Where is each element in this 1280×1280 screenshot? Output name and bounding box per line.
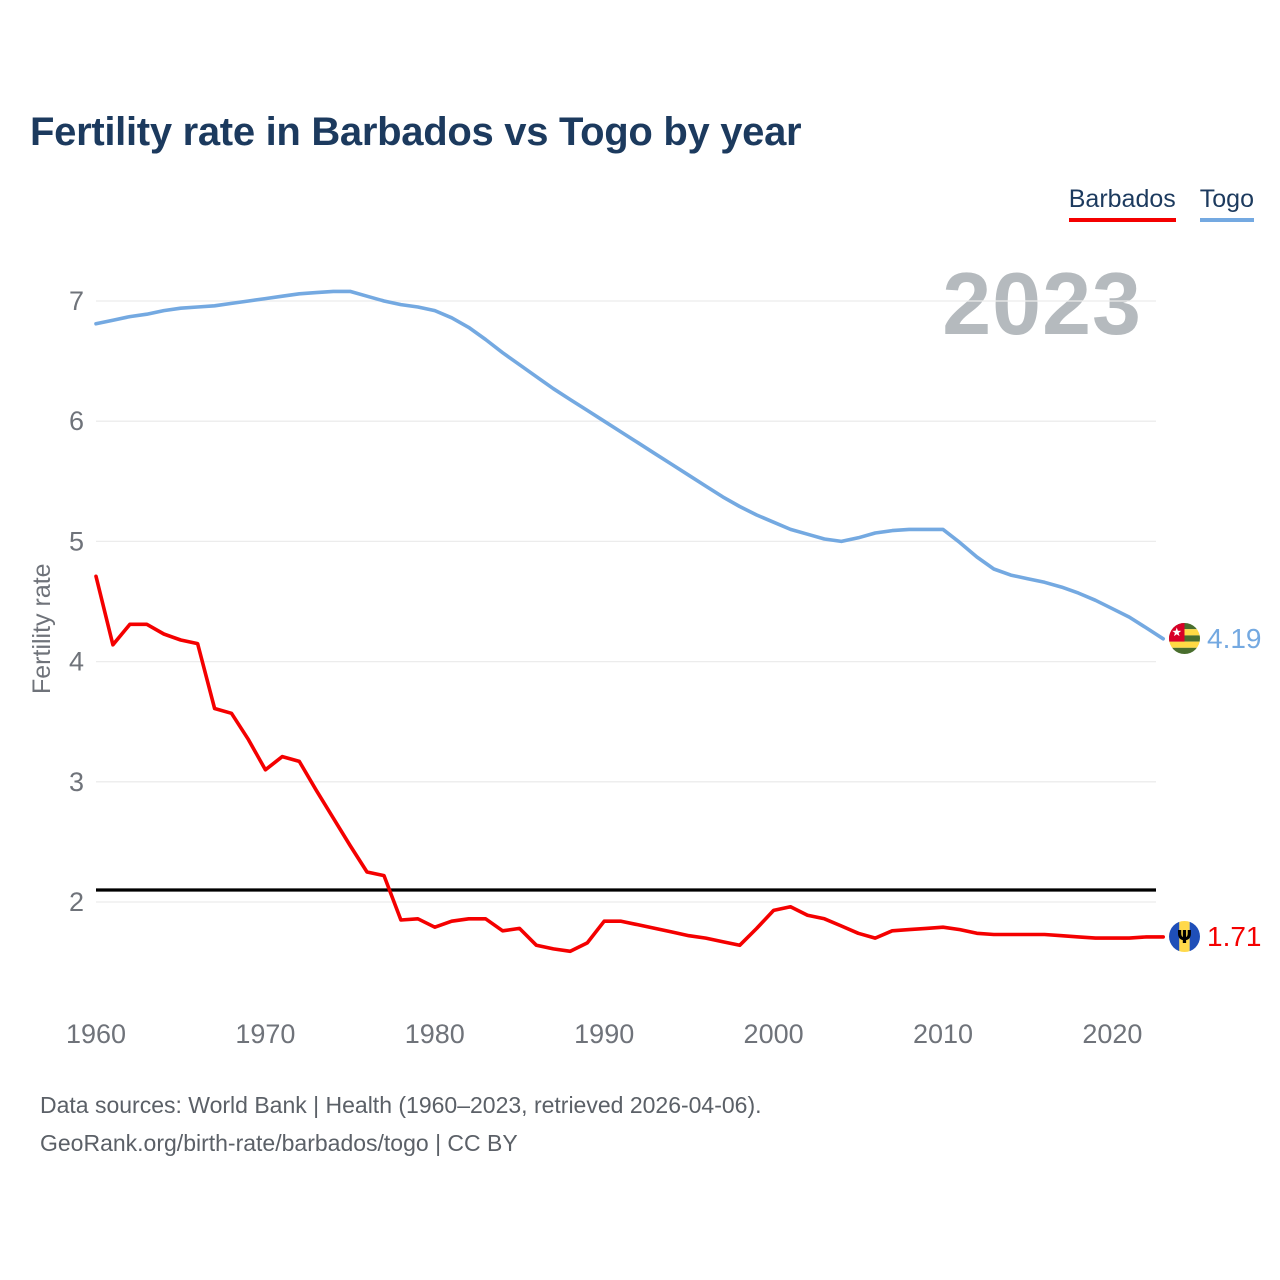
legend-item-barbados[interactable]: Barbados: [1068, 185, 1176, 222]
y-tick-7: 7: [69, 286, 84, 316]
x-tick-2020: 2020: [1082, 1019, 1142, 1049]
svg-text:Ψ: Ψ: [1177, 929, 1192, 949]
chart-title: Fertility rate in Barbados vs Togo by ye…: [30, 110, 802, 154]
y-tick-5: 5: [69, 526, 84, 556]
barbados-end-value: 1.71: [1207, 921, 1262, 953]
series-line-togo[interactable]: [94, 289, 1165, 641]
y-tick-4: 4: [69, 647, 84, 677]
x-tick-1980: 1980: [405, 1019, 465, 1049]
x-tick-1960: 1960: [66, 1019, 126, 1049]
legend-item-togo[interactable]: Togo: [1199, 185, 1254, 222]
y-tick-6: 6: [69, 406, 84, 436]
x-tick-1990: 1990: [574, 1019, 634, 1049]
togo-end-value: 4.19: [1207, 623, 1262, 655]
series-end-label-barbados: Ψ 1.71: [1169, 921, 1262, 953]
y-tick-2: 2: [69, 887, 84, 917]
x-tick-2000: 2000: [744, 1019, 804, 1049]
watermark-year: 2023: [942, 254, 1142, 353]
x-tick-2010: 2010: [913, 1019, 973, 1049]
georank-url-line: GeoRank.org/birth-rate/barbados/togo | C…: [40, 1130, 518, 1156]
barbados-flag-icon: Ψ: [1169, 921, 1200, 953]
data-sources-line: Data sources: World Bank | Health (1960–…: [40, 1092, 762, 1118]
source-attribution: Data sources: World Bank | Health (1960–…: [40, 1086, 762, 1162]
series-line-barbados[interactable]: [94, 574, 1165, 954]
series-end-label-togo: 4.19: [1169, 623, 1262, 655]
legend: Barbados Togo: [1068, 185, 1254, 222]
x-tick-1970: 1970: [235, 1019, 295, 1049]
y-tick-3: 3: [69, 767, 84, 797]
togo-flag-icon: [1169, 623, 1200, 655]
